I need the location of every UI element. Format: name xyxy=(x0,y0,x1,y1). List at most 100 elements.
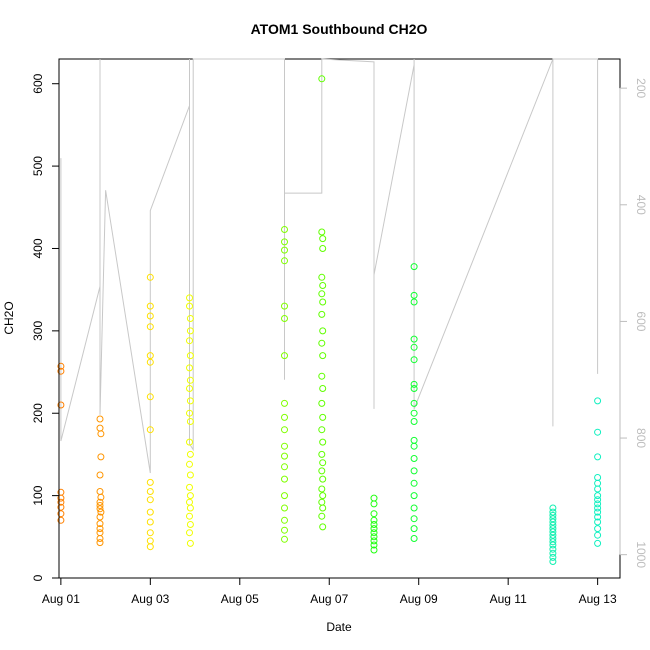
data-point xyxy=(410,343,418,351)
data-point xyxy=(281,238,288,246)
y-axis-label: CH2O xyxy=(2,301,16,334)
data-point xyxy=(281,526,288,534)
data-point xyxy=(318,426,326,434)
data-point xyxy=(319,282,327,289)
data-point xyxy=(549,515,557,523)
data-point xyxy=(410,525,418,533)
x-tick-label: Aug 05 xyxy=(221,592,259,606)
data-point xyxy=(146,393,154,401)
data-point xyxy=(281,399,288,407)
data-point xyxy=(410,263,418,271)
data-point xyxy=(318,467,326,475)
y-tick-label: 400 xyxy=(31,238,45,258)
data-point xyxy=(549,558,557,565)
data-point xyxy=(146,537,154,545)
data-point xyxy=(594,513,602,521)
data-point xyxy=(318,75,326,83)
data-point xyxy=(186,302,193,310)
data-point xyxy=(146,488,154,495)
data-point xyxy=(549,511,557,519)
data-point xyxy=(370,541,378,549)
y-tick-label: 300 xyxy=(31,321,45,341)
data-point xyxy=(549,545,557,553)
data-point xyxy=(370,537,378,545)
data-point xyxy=(594,504,602,512)
data-point xyxy=(318,450,326,458)
data-point xyxy=(410,535,418,542)
secondary-y-axis: 200 400 600 800 1000 xyxy=(619,78,648,568)
data-point xyxy=(319,327,327,335)
data-point xyxy=(96,424,104,432)
y-tick-label: 0 xyxy=(31,574,45,581)
data-point xyxy=(186,397,194,405)
data-point xyxy=(319,475,327,483)
data-point xyxy=(146,312,154,320)
data-point xyxy=(186,539,194,547)
data-point xyxy=(318,372,326,380)
data-point xyxy=(186,418,194,425)
data-point xyxy=(318,310,326,318)
data-point xyxy=(319,438,327,446)
data-point xyxy=(549,508,557,516)
data-point xyxy=(549,518,557,526)
data-point xyxy=(410,442,418,450)
data-point xyxy=(146,529,154,537)
data-point xyxy=(594,525,602,533)
data-point xyxy=(96,415,104,423)
data-point xyxy=(410,467,418,475)
data-point xyxy=(370,525,378,533)
data-point xyxy=(186,483,193,491)
data-point xyxy=(281,413,288,421)
data-point xyxy=(370,494,378,502)
data-point xyxy=(318,273,326,281)
data-point xyxy=(186,352,194,360)
data-point xyxy=(146,496,154,504)
data-point xyxy=(410,455,418,462)
data-point xyxy=(146,508,154,516)
data-point xyxy=(281,504,288,512)
data-point xyxy=(186,376,194,384)
data-point xyxy=(410,409,418,417)
data-point xyxy=(281,452,288,460)
data-point xyxy=(186,315,194,322)
data-point xyxy=(318,399,326,407)
data-point xyxy=(594,453,602,461)
data-points-layer xyxy=(57,75,602,565)
data-point xyxy=(549,528,557,536)
profile-line-layer xyxy=(60,58,599,474)
data-point xyxy=(146,478,154,486)
data-point xyxy=(410,479,418,487)
data-point xyxy=(186,521,194,528)
data-point xyxy=(594,479,602,487)
x-tick-label: Aug 09 xyxy=(400,592,438,606)
data-point xyxy=(594,397,602,405)
data-point xyxy=(318,228,326,236)
data-point xyxy=(594,539,602,547)
data-point xyxy=(370,533,378,541)
data-point xyxy=(96,488,104,495)
data-point xyxy=(96,535,104,542)
data-point xyxy=(186,460,193,468)
data-point xyxy=(549,531,557,539)
data-point xyxy=(318,512,326,520)
data-point xyxy=(281,463,288,471)
data-point xyxy=(410,492,418,500)
data-point xyxy=(319,352,327,360)
data-point xyxy=(57,516,65,524)
data-point xyxy=(96,502,104,509)
data-point xyxy=(410,436,418,444)
data-point xyxy=(594,485,602,493)
data-point xyxy=(410,356,418,364)
data-point xyxy=(319,413,327,421)
data-point xyxy=(410,515,418,523)
data-point xyxy=(186,438,193,446)
data-point xyxy=(319,492,327,500)
data-point xyxy=(549,549,557,557)
y2-tick-label: 400 xyxy=(634,195,648,215)
data-point xyxy=(594,496,602,504)
data-point xyxy=(146,426,154,434)
data-point xyxy=(146,302,154,310)
data-point xyxy=(186,409,193,417)
data-point xyxy=(410,418,418,425)
